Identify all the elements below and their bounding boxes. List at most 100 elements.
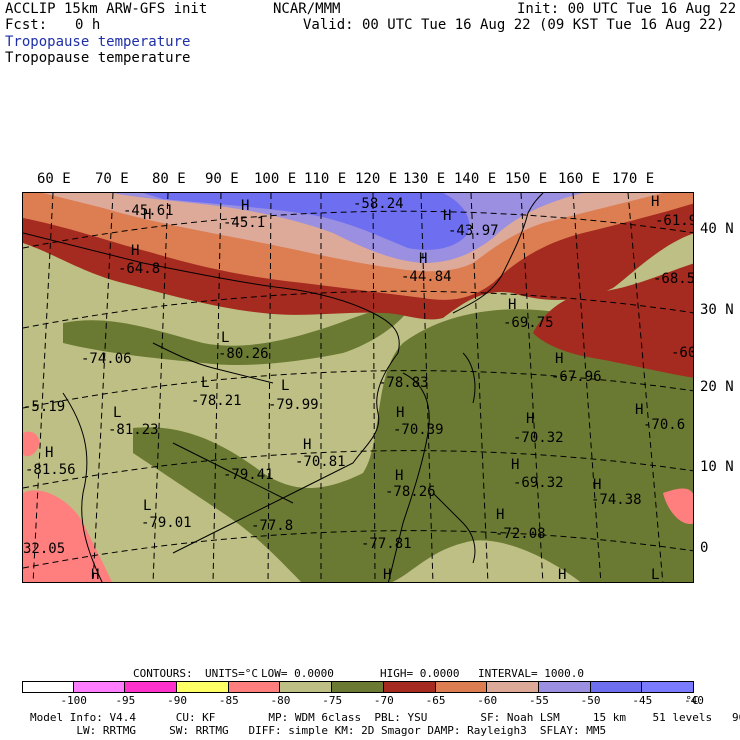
legend-tick-label: -100 [60, 694, 87, 707]
high-marker: H [396, 405, 404, 421]
legend-tick-label: -60 [477, 694, 498, 707]
legend-swatch [487, 681, 539, 693]
field-band-85-patch [23, 431, 40, 457]
low-marker: L [281, 378, 289, 394]
annotation-value: -77.8 [251, 518, 293, 534]
legend-swatch [73, 681, 126, 693]
annotation-value: -81.23 [108, 422, 159, 438]
annotation-value: -68.5 [653, 271, 694, 287]
contours-interval: INTERVAL= 1000.0 [478, 667, 584, 680]
annotation-value: -77.81 [361, 536, 412, 552]
model-info-line-2: LW: RRTMG SW: RRTMG DIFF: simple KM: 2D … [30, 724, 607, 737]
lat-label: 20 N [700, 379, 734, 395]
annotation-value: -45.1 [223, 215, 265, 231]
field-band-70-north [63, 301, 413, 365]
legend-swatch [228, 681, 281, 693]
legend-swatch [280, 681, 333, 693]
legend-tick-label: -80 [270, 694, 291, 707]
map-panel: -45.61 -58.24 -45.1 -43.97 -61.9 -64.8 -… [22, 192, 694, 583]
annotation-value: -43.97 [448, 223, 499, 239]
high-marker: H [508, 297, 516, 313]
contours-units: UNITS=°C [205, 667, 258, 680]
high-marker: H [131, 243, 139, 259]
lat-label: 40 N [700, 221, 734, 237]
annotation-value: -64.8 [118, 261, 160, 277]
lon-label: 170 E [612, 171, 655, 187]
forecast-value: 0 h [75, 17, 101, 33]
high-marker: H [558, 567, 566, 583]
annotation-value: -80.26 [218, 346, 269, 362]
model-info-line-1: Model Info: V4.4 CU: KF MP: WDM 6class P… [30, 711, 740, 724]
lon-label: 160 E [558, 171, 601, 187]
legend-tick-label: -45 [632, 694, 653, 707]
legend-tick-label: °C [685, 694, 699, 707]
high-marker: H [419, 251, 427, 267]
legend-swatch [435, 681, 488, 693]
annotation-value: -70.6 [643, 417, 685, 433]
tropopause-temperature-map: -45.61 -58.24 -45.1 -43.97 -61.9 -64.8 -… [23, 193, 694, 583]
lon-label: 140 E [454, 171, 497, 187]
high-marker: H [395, 468, 403, 484]
annotation-value: -58.24 [353, 196, 404, 212]
low-marker: L [113, 405, 121, 421]
legend-swatch [383, 681, 436, 693]
field-band-50 [113, 193, 583, 263]
high-marker: H [511, 457, 519, 473]
field-band-70 [133, 309, 693, 582]
high-marker: H [651, 194, 659, 210]
lat-label: 0 [700, 540, 709, 556]
contours-high: HIGH= 0.0000 [380, 667, 460, 680]
annotation-value: -79.01 [141, 515, 192, 531]
annotation-value: -5.19 [23, 399, 65, 415]
legend-tick-label: -40 [684, 694, 704, 707]
annotation-value: 32.05 [23, 541, 65, 557]
low-marker: L [143, 498, 151, 514]
field-band-65-east [533, 263, 693, 378]
annotation-value: -72.08 [495, 526, 546, 542]
lon-label: 90 E [205, 171, 239, 187]
legend-swatch [177, 681, 229, 693]
pressure-markers: H H H H H H H H H H H H H H H H H H H H … [45, 194, 659, 583]
lon-label: 70 E [95, 171, 129, 187]
high-marker: H [526, 411, 534, 427]
legend-tick-label: -90 [167, 694, 187, 707]
legend-swatch [332, 681, 384, 693]
annotation-value: -79.99 [268, 397, 319, 413]
color-legend [22, 681, 694, 693]
legend-tick-label: -65 [425, 694, 446, 707]
legend-tick-label: -75 [322, 694, 343, 707]
high-marker: H [635, 402, 643, 418]
annotation-value: -70.39 [393, 422, 444, 438]
contours-low: LOW= 0.0000 [261, 667, 334, 680]
org-label: NCAR/MMM [273, 1, 341, 17]
annotation-value: -69.32 [513, 475, 564, 491]
high-marker: H [143, 207, 151, 223]
colored-field-title: Tropopause temperature [5, 34, 191, 50]
high-marker: H [383, 567, 391, 583]
high-marker: H [443, 208, 451, 224]
high-marker: H [303, 437, 311, 453]
high-marker: H [593, 477, 601, 493]
map-annotations: -45.61 -58.24 -45.1 -43.97 -61.9 -64.8 -… [23, 196, 694, 557]
low-marker: L [651, 567, 659, 583]
annotation-value: -60 [671, 345, 694, 361]
contour-field-title: Tropopause temperature [5, 50, 191, 66]
valid-time: Valid: 00 UTC Tue 16 Aug 22 (09 KST Tue … [303, 17, 725, 33]
annotation-value: -44.84 [401, 269, 452, 285]
field-band-85-east [663, 488, 693, 524]
lat-label: 30 N [700, 302, 734, 318]
field-band-45 [143, 193, 470, 250]
legend-swatch [590, 681, 643, 693]
annotation-value: -70.81 [295, 454, 346, 470]
annotation-value: -81.56 [25, 462, 76, 478]
forecast-label: Fcst: [5, 17, 48, 33]
high-marker: H [496, 507, 504, 523]
coastlines [23, 193, 544, 582]
low-marker: L [201, 375, 209, 391]
lon-label: 80 E [152, 171, 186, 187]
lon-label: 100 E [254, 171, 297, 187]
legend-swatch [125, 681, 178, 693]
legend-tick-label: -95 [115, 694, 136, 707]
legend-swatch [22, 681, 74, 693]
lon-label: 60 E [37, 171, 71, 187]
